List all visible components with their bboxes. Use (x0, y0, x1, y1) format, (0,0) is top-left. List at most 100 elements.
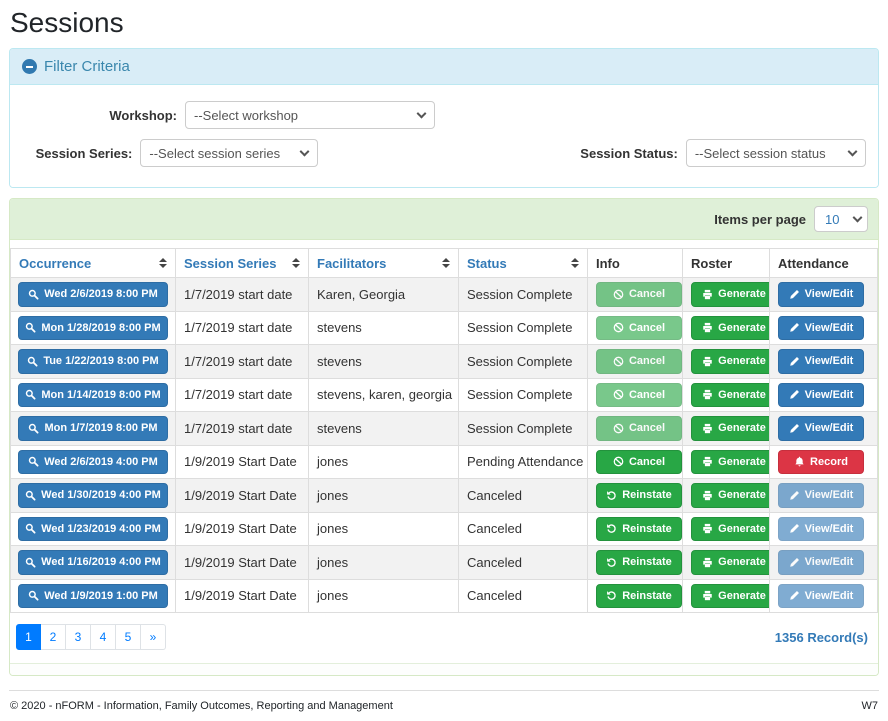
table-row: Wed 1/9/2019 1:00 PM 1/9/2019 Start Date j… (10, 578, 878, 613)
view-edit-button[interactable]: View/Edit (778, 349, 864, 374)
generate-button[interactable]: Generate (691, 550, 769, 575)
button-label: Generate (718, 288, 766, 300)
page-button-3[interactable]: 3 (66, 624, 91, 650)
roster-cell: Generate (682, 411, 770, 446)
generate-button[interactable]: Generate (691, 583, 769, 608)
printer-icon (702, 590, 713, 601)
generate-button[interactable]: Generate (691, 416, 769, 441)
column-header-facilitators[interactable]: Facilitators (308, 248, 459, 278)
view-edit-button[interactable]: View/Edit (778, 315, 864, 340)
attendance-cell: Record (769, 444, 878, 479)
page-button-4[interactable]: 4 (91, 624, 116, 650)
wed-1-16-2019-4-00-pm-button[interactable]: Wed 1/16/2019 4:00 PM (18, 550, 168, 575)
session-series-cell: 1/7/2019 start date (175, 377, 309, 412)
record-count: 1356 Record(s) (774, 629, 868, 645)
filter-criteria-header[interactable]: Filter Criteria (10, 49, 878, 85)
reinstate-button[interactable]: Reinstate (596, 483, 682, 508)
pencil-icon (789, 523, 800, 534)
ban-icon (613, 456, 624, 467)
table-row: Mon 1/28/2019 8:00 PM 1/7/2019 start date… (10, 310, 878, 345)
sort-arrows-icon (159, 258, 167, 268)
reinstate-button[interactable]: Reinstate (596, 583, 682, 608)
status-cell: Session Complete (458, 277, 588, 312)
column-label: Roster (691, 255, 733, 271)
mon-1-28-2019-8-00-pm-button[interactable]: Mon 1/28/2019 8:00 PM (18, 315, 168, 340)
occurrence-cell: Wed 1/16/2019 4:00 PM (10, 545, 176, 580)
column-label: Facilitators (317, 255, 387, 271)
column-header-status[interactable]: Status (458, 248, 588, 278)
page-button-2[interactable]: 2 (41, 624, 66, 650)
wed-1-30-2019-4-00-pm-button[interactable]: Wed 1/30/2019 4:00 PM (18, 483, 168, 508)
pencil-icon (789, 356, 800, 367)
wed-2-6-2019-4-00-pm-button[interactable]: Wed 2/6/2019 4:00 PM (18, 449, 168, 474)
info-cell: Reinstate (587, 511, 683, 546)
generate-button[interactable]: Generate (691, 349, 769, 374)
record-button[interactable]: Record (778, 449, 864, 474)
facilitators-cell: stevens, karen, georgia (308, 377, 459, 412)
generate-button[interactable]: Generate (691, 516, 769, 541)
wed-1-23-2019-4-00-pm-button[interactable]: Wed 1/23/2019 4:00 PM (18, 516, 168, 541)
table-row: Wed 1/30/2019 4:00 PM 1/9/2019 Start Date… (10, 478, 878, 513)
button-label: Wed 1/30/2019 4:00 PM (41, 489, 161, 501)
search-icon (28, 423, 39, 434)
generate-button[interactable]: Generate (691, 315, 769, 340)
generate-button[interactable]: Generate (691, 282, 769, 307)
button-label: Generate (718, 422, 766, 434)
tue-1-22-2019-8-00-pm-button[interactable]: Tue 1/22/2019 8:00 PM (18, 349, 168, 374)
occurrence-cell: Wed 2/6/2019 8:00 PM (10, 277, 176, 312)
facilitators-cell: jones (308, 444, 459, 479)
attendance-cell: View/Edit (769, 578, 878, 613)
page-button-1[interactable]: 1 (16, 624, 41, 650)
cancel-button[interactable]: Cancel (596, 449, 682, 474)
session-series-cell: 1/9/2019 Start Date (175, 545, 309, 580)
pencil-icon (789, 557, 800, 568)
status-cell: Canceled (458, 511, 588, 546)
workshop-select[interactable]: --Select workshop (185, 101, 435, 129)
wed-1-9-2019-1-00-pm-button[interactable]: Wed 1/9/2019 1:00 PM (18, 583, 168, 608)
roster-cell: Generate (682, 478, 770, 513)
mon-1-7-2019-8-00-pm-button[interactable]: Mon 1/7/2019 8:00 PM (18, 416, 168, 441)
session-status-select[interactable]: --Select session status (685, 139, 867, 167)
view-edit-button[interactable]: View/Edit (778, 282, 864, 307)
info-cell: Cancel (587, 310, 683, 345)
button-label: View/Edit (804, 288, 854, 300)
column-label: Occurrence (19, 255, 92, 271)
facilitators-cell: stevens (308, 411, 459, 446)
table-row: Mon 1/7/2019 8:00 PM 1/7/2019 start date s… (10, 411, 878, 446)
generate-button[interactable]: Generate (691, 449, 769, 474)
reinstate-button[interactable]: Reinstate (596, 516, 682, 541)
view-edit-button[interactable]: View/Edit (778, 416, 864, 441)
copyright-text: © 2020 - nFORM - Information, Family Out… (10, 700, 393, 712)
generate-button[interactable]: Generate (691, 382, 769, 407)
facilitators-cell: Karen, Georgia (308, 277, 459, 312)
facilitators-cell: stevens (308, 344, 459, 379)
session-status-label: Session Status: (580, 145, 678, 161)
printer-icon (702, 356, 713, 367)
pencil-icon (789, 322, 800, 333)
roster-cell: Generate (682, 511, 770, 546)
wed-2-6-2019-8-00-pm-button[interactable]: Wed 2/6/2019 8:00 PM (18, 282, 168, 307)
table-row: Wed 2/6/2019 4:00 PM 1/9/2019 Start Date j… (10, 444, 878, 479)
page-button-5[interactable]: 5 (116, 624, 141, 650)
items-per-page-select[interactable]: 10 (814, 206, 868, 232)
search-icon (28, 289, 39, 300)
view-edit-button[interactable]: View/Edit (778, 382, 864, 407)
button-label: Wed 2/6/2019 8:00 PM (44, 288, 158, 300)
minus-circle-icon[interactable] (22, 59, 37, 74)
page-next-button[interactable]: » (141, 624, 166, 650)
printer-icon (702, 322, 713, 333)
generate-button[interactable]: Generate (691, 483, 769, 508)
ban-icon (613, 423, 624, 434)
info-cell: Cancel (587, 444, 683, 479)
undo-icon (606, 490, 617, 501)
button-label: View/Edit (804, 422, 854, 434)
sessions-table-panel: Items per page 10 Occurrence Session Ser… (9, 198, 879, 676)
button-label: Generate (718, 321, 766, 334)
button-label: Reinstate (622, 522, 672, 535)
session-series-select[interactable]: --Select session series (140, 139, 319, 167)
reinstate-button[interactable]: Reinstate (596, 550, 682, 575)
column-header-occurrence[interactable]: Occurrence (10, 248, 176, 278)
pagination: 1 2 3 4 5 » (16, 624, 166, 650)
mon-1-14-2019-8-00-pm-button[interactable]: Mon 1/14/2019 8:00 PM (18, 382, 168, 407)
column-header-session-series[interactable]: Session Series (175, 248, 309, 278)
